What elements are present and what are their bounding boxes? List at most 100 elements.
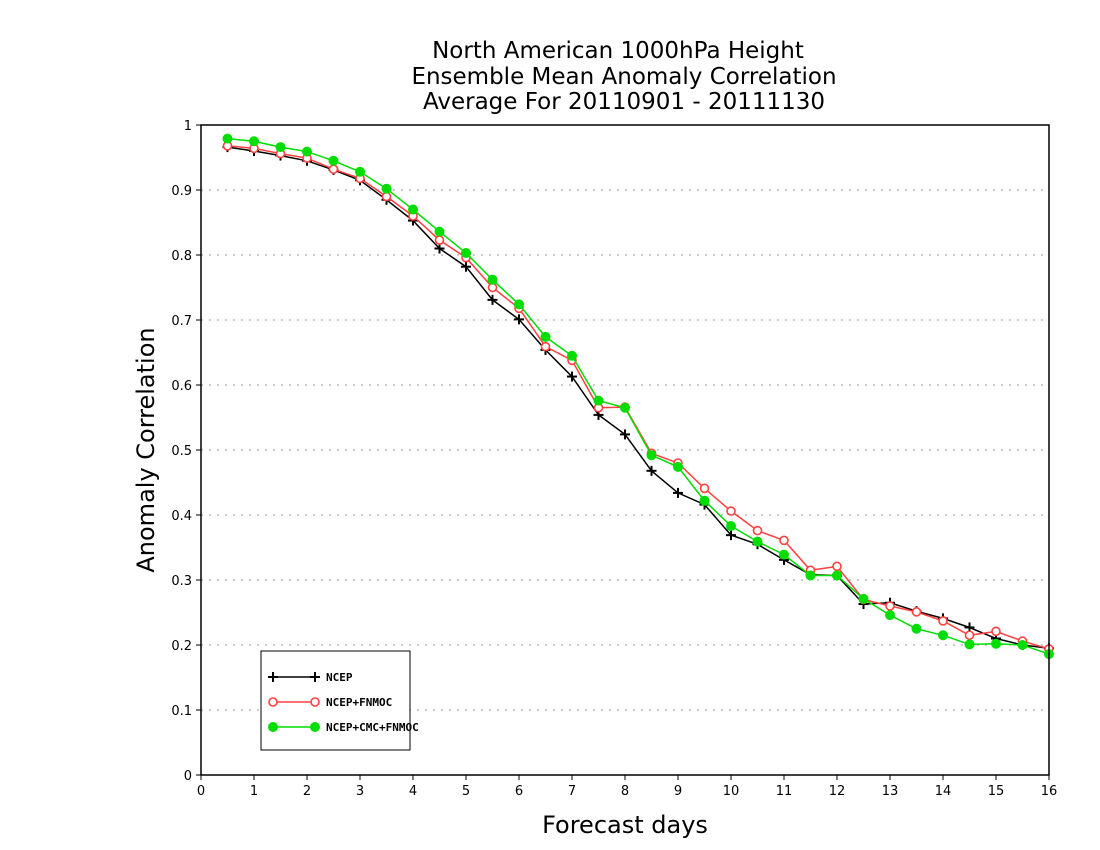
legend-swatch-marker (268, 722, 278, 732)
y-axis-ticks: 0 0.1 0.2 0.3 0.4 0.5 0.6 0.7 0.8 0.9 1 (171, 119, 201, 784)
x-tick-label: 10 (723, 784, 740, 799)
data-point-ncep-cmc-fnmoc (699, 495, 710, 506)
data-point-ncep-cmc-fnmoc (567, 350, 577, 361)
x-tick-label: 8 (621, 784, 629, 799)
data-point-ncep-fnmoc (779, 535, 789, 546)
y-tick-label: 0.9 (171, 184, 192, 199)
data-point-ncep-cmc-fnmoc (620, 402, 630, 413)
x-tick-label: 4 (409, 784, 417, 799)
y-tick-label: 0.7 (171, 314, 192, 329)
data-point-ncep-fnmoc (540, 341, 551, 352)
x-axis-ticks: 0 1 2 3 4 5 6 7 8 9 10 11 12 13 14 15 16 (197, 775, 1057, 799)
data-point-ncep-cmc-fnmoc (593, 395, 604, 406)
data-point-ncep-cmc-fnmoc (1017, 640, 1028, 650)
data-point-ncep-cmc-fnmoc (911, 623, 922, 634)
data-point-ncep-cmc-fnmoc (885, 610, 895, 621)
y-tick-label: 0.8 (171, 249, 192, 264)
data-point-ncep-cmc-fnmoc (726, 521, 736, 532)
y-tick-label: 0.6 (171, 379, 192, 394)
data-point-ncep-cmc-fnmoc (461, 248, 471, 259)
data-point-ncep-cmc-fnmoc (434, 226, 445, 237)
x-tick-label: 2 (303, 784, 311, 799)
data-point-ncep-cmc-fnmoc (408, 204, 418, 215)
data-point-ncep (673, 487, 683, 498)
data-point-ncep-cmc-fnmoc (779, 549, 789, 560)
data-point-ncep-fnmoc (832, 561, 842, 572)
x-tick-label: 1 (250, 784, 258, 799)
data-point-ncep-cmc-fnmoc (964, 639, 975, 650)
data-point-ncep-fnmoc (991, 626, 1001, 637)
y-tick-label: 0.5 (171, 444, 192, 459)
data-point-ncep-cmc-fnmoc (673, 461, 683, 472)
legend-swatch-marker (310, 697, 320, 707)
data-point-ncep-fnmoc (911, 607, 922, 617)
data-point-ncep-fnmoc (434, 235, 445, 245)
x-tick-label: 0 (197, 784, 205, 799)
legend-label: NCEP+CMC+FNMOC (326, 721, 419, 734)
x-tick-label: 9 (674, 784, 682, 799)
data-point-ncep-cmc-fnmoc (646, 450, 657, 461)
data-point-ncep-fnmoc (726, 506, 736, 516)
legend-swatch-marker (310, 672, 320, 682)
x-tick-label: 12 (829, 784, 846, 799)
x-axis-title: Forecast days (542, 811, 708, 839)
data-point-ncep-cmc-fnmoc (938, 630, 948, 641)
data-point-ncep-fnmoc (328, 164, 339, 174)
data-point-ncep-fnmoc (752, 525, 763, 536)
x-tick-label: 5 (462, 784, 470, 799)
data-point-ncep-cmc-fnmoc (752, 536, 763, 547)
data-point-ncep-cmc-fnmoc (302, 146, 312, 157)
data-point-ncep (461, 261, 471, 272)
data-point-ncep (646, 465, 657, 476)
y-tick-label: 0.1 (171, 704, 192, 719)
data-point-ncep-cmc-fnmoc (540, 331, 551, 342)
legend-swatch-marker (268, 697, 278, 707)
x-tick-label: 11 (776, 784, 793, 799)
y-tick-label: 1 (184, 119, 192, 134)
series-line-ncep (227, 146, 1050, 650)
x-tick-label: 14 (935, 784, 952, 799)
data-point-ncep (514, 314, 524, 325)
data-point-ncep (726, 530, 736, 541)
data-point-ncep-cmc-fnmoc (328, 155, 339, 166)
data-point-ncep-cmc-fnmoc (805, 570, 816, 581)
chart-title-line-3: Average For 20110901 - 20111130 (423, 89, 825, 115)
data-point-ncep-cmc-fnmoc (249, 136, 259, 147)
legend-item-ncep: NCEP (268, 671, 353, 684)
data-point-ncep-cmc-fnmoc (487, 274, 498, 285)
chart-title-line-2: Ensemble Mean Anomaly Correlation (411, 64, 836, 90)
y-tick-label: 0 (184, 769, 192, 784)
plot-frame (200, 124, 1050, 776)
x-tick-label: 6 (515, 784, 523, 799)
data-point-ncep-cmc-fnmoc (514, 299, 524, 310)
legend: NCEP NCEP+FNMOC NCEP+CMC+FNMOC (260, 650, 419, 751)
gridlines (201, 189, 1049, 711)
data-point-ncep-cmc-fnmoc (355, 166, 365, 177)
y-tick-label: 0.2 (171, 639, 192, 654)
data-point-ncep-cmc-fnmoc (858, 593, 869, 604)
data-point-ncep-cmc-fnmoc (381, 183, 392, 194)
legend-box (260, 650, 411, 751)
legend-label: NCEP (326, 671, 353, 684)
x-tick-label: 16 (1041, 784, 1058, 799)
chart-title-line-1: North American 1000hPa Height (432, 38, 804, 64)
x-tick-label: 7 (568, 784, 576, 799)
legend-item-ncep-cmc-fnmoc: NCEP+CMC+FNMOC (268, 721, 419, 734)
data-point-ncep (487, 294, 498, 305)
data-point-ncep-cmc-fnmoc (832, 570, 842, 581)
legend-swatch-marker (268, 672, 278, 682)
y-axis-title: Anomaly Correlation (132, 327, 160, 572)
x-tick-label: 3 (356, 784, 364, 799)
data-point-ncep-cmc-fnmoc (222, 133, 233, 144)
data-point-ncep-fnmoc (699, 483, 710, 494)
x-tick-label: 13 (882, 784, 899, 799)
y-tick-label: 0.4 (171, 509, 192, 524)
data-point-ncep-fnmoc (964, 630, 975, 641)
x-tick-label: 15 (988, 784, 1005, 799)
data-point-ncep (620, 429, 630, 440)
data-point-ncep-fnmoc (885, 601, 895, 611)
series-ncep-cmc-fnmoc (222, 133, 1054, 660)
series-layer (222, 133, 1054, 660)
data-point-ncep-cmc-fnmoc (275, 142, 286, 153)
